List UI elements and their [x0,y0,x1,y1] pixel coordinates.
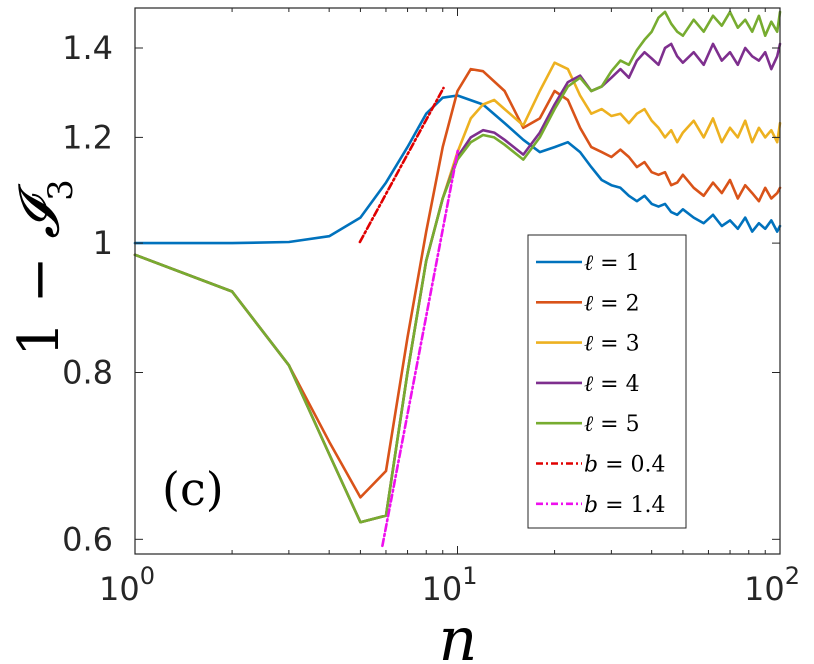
legend-label-1: ℓ = 1 [584,251,640,276]
legend-items: ℓ = 1 ℓ = 2 ℓ = 3 ℓ = 4 ℓ = 5 b = 0.4 b = 1.4 [536,251,666,518]
series-layer [133,10,782,548]
legend-label-3: ℓ = 3 [584,332,640,357]
legend-label-7: b = 1.4 [584,493,666,518]
svg-text:1 − 𝓘3: 1 − 𝓘3 [7,179,81,357]
series-line-7 [381,147,460,548]
y-axis-label: 1 − 𝓘3 [7,179,81,357]
x-tick-label-1: 100 [99,562,155,608]
series-line-1 [133,94,782,245]
y-tick-label-1: 0.6 [62,520,113,558]
x-axis-label: n [439,605,478,664]
y-tick-label-5: 1.4 [62,29,113,67]
series-line-5 [133,10,782,524]
legend-label-6: b = 0.4 [584,453,666,478]
legend-label-4: ℓ = 4 [584,372,640,397]
legend-label-2: ℓ = 2 [584,291,640,316]
series-line-2 [133,67,782,499]
x-tick-label-2: 101 [422,562,478,608]
x-tick-label-3: 102 [744,562,800,608]
panel-label: (c) [162,462,224,516]
series-line-6 [358,86,445,244]
legend-box [527,234,687,529]
y-tick-label-3: 1 [93,224,113,262]
legend-label-5: ℓ = 5 [584,412,640,437]
legend: ℓ = 1 ℓ = 2 ℓ = 3 ℓ = 4 ℓ = 5 b = 0.4 b = 1.4 [527,234,687,529]
ticks-layer: 100 101 102 0.6 0.8 1 1.2 1.4 [62,8,800,608]
y-tick-label-4: 1.2 [62,118,113,156]
y-tick-label-2: 0.8 [62,354,113,392]
